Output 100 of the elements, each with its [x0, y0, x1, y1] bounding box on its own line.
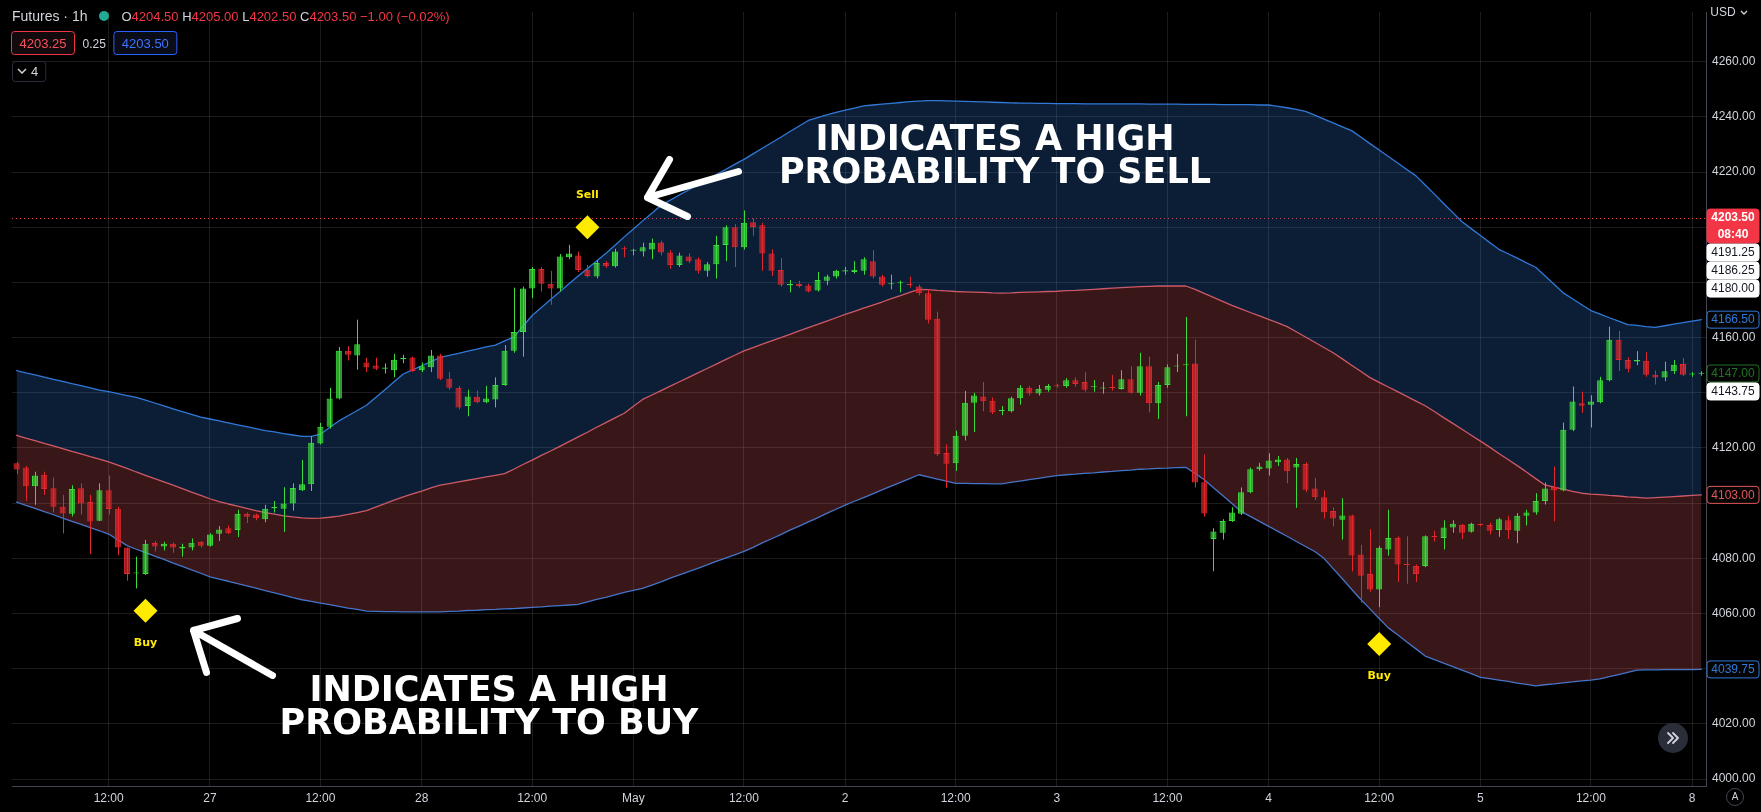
x-tick-label: 12:00 — [93, 790, 125, 805]
candlestick — [1578, 391, 1585, 414]
x-tick-label: 12:00 — [1364, 790, 1395, 805]
candlestick — [593, 259, 600, 280]
x-tick-label: 3 — [1053, 790, 1061, 805]
annotation: 4 — [31, 64, 39, 79]
candlestick — [1643, 351, 1650, 378]
candlestick — [538, 266, 545, 293]
annotation: O4204.50 H4205.00 L4202.50 C4203.50 −1.00 (−0.02%) — [121, 9, 450, 24]
candlestick — [391, 353, 398, 378]
data-label: 4166.50 — [1711, 312, 1756, 327]
y-tick-label: 4000.00 — [1712, 771, 1756, 786]
candlestick — [740, 209, 747, 251]
x-tick-label: 8 — [1688, 790, 1696, 805]
candlestick — [41, 471, 48, 496]
candlestick — [78, 482, 85, 515]
candlestick — [289, 482, 296, 512]
x-tick-label: 4 — [1265, 790, 1273, 805]
x-tick-label: 12:00 — [728, 790, 760, 805]
candlestick — [437, 353, 444, 381]
x-tick-label: May — [622, 790, 645, 805]
x-tick-label: 5 — [1477, 790, 1485, 805]
candlestick — [814, 271, 821, 293]
annotation: 4203.50 — [121, 35, 169, 51]
y-tick-label: 4020.00 — [1712, 716, 1756, 731]
annotation: INDICATES A HIGH PROBABILITY TO SELL — [778, 118, 1212, 191]
candlestick — [943, 443, 950, 489]
x-tick-label: 12:00 — [940, 790, 972, 805]
candlestick — [722, 224, 729, 262]
annotation: INDICATES A HIGH PROBABILITY TO BUY — [279, 669, 700, 742]
x-tick-label: 27 — [203, 790, 217, 805]
candlestick — [1247, 467, 1254, 494]
chart-title: Futures · 1h — [12, 8, 88, 24]
y-tick-label: 4120.00 — [1712, 440, 1756, 455]
candlestick — [50, 477, 57, 514]
candlestick — [713, 235, 720, 280]
candlestick — [455, 385, 462, 410]
candlestick — [529, 266, 536, 299]
ref-line-label: 4203.50 08:40 — [1711, 210, 1756, 242]
candlestick — [354, 319, 361, 371]
annotation: 0.25 — [82, 36, 107, 51]
candlestick — [1597, 376, 1604, 404]
candlestick — [105, 475, 112, 515]
candlestick — [1541, 481, 1548, 506]
candlestick — [1587, 394, 1594, 429]
x-tick-label: 12:00 — [517, 790, 548, 805]
candlestick — [1385, 509, 1392, 557]
candlestick — [1495, 517, 1502, 538]
x-tick-label: 12:00 — [1575, 790, 1607, 805]
y-tick-label: 4220.00 — [1712, 164, 1756, 179]
candlestick — [1302, 461, 1309, 493]
candlestick — [1661, 361, 1668, 382]
text: 4147.00 — [1711, 366, 1755, 381]
candlestick — [1265, 452, 1272, 477]
candlestick — [1293, 457, 1300, 509]
x-tick-label: 2 — [841, 790, 849, 805]
candlestick — [1320, 489, 1327, 520]
candlestick — [1219, 518, 1226, 541]
candlestick — [1440, 519, 1447, 551]
candlestick — [87, 494, 94, 555]
candlestick — [492, 376, 499, 408]
candlestick — [280, 486, 287, 533]
candlestick — [1357, 544, 1364, 603]
y-tick-label: 4260.00 — [1712, 53, 1756, 68]
text: 4186.25 — [1711, 263, 1756, 278]
candlestick — [1210, 527, 1217, 572]
candlestick — [234, 509, 241, 538]
candlestick — [1514, 512, 1521, 544]
candlestick — [298, 459, 306, 492]
candlestick — [971, 392, 978, 433]
candlestick — [575, 251, 582, 273]
y-axis-title: USD — [1710, 5, 1736, 20]
candlestick — [1127, 365, 1134, 395]
candlestick — [731, 223, 738, 268]
y-tick-label: 4240.00 — [1712, 109, 1756, 124]
y-tick-label: 4060.00 — [1712, 605, 1756, 620]
candlestick — [667, 249, 674, 270]
candlestick — [869, 249, 876, 280]
candlestick — [1118, 369, 1125, 391]
text: 4143.75 — [1711, 384, 1756, 399]
data-label: Buy — [133, 635, 158, 649]
candlestick — [510, 287, 517, 354]
candlestick — [22, 465, 29, 502]
candlestick — [648, 238, 655, 260]
x-tick-label: 28 — [415, 790, 429, 805]
point — [133, 598, 158, 623]
candlestick — [1081, 371, 1088, 393]
candlestick — [1505, 515, 1512, 540]
y-tick-label: 4080.00 — [1712, 550, 1756, 565]
candlestick — [611, 248, 619, 269]
candlestick — [1615, 330, 1622, 372]
candlestick — [1164, 363, 1171, 389]
candlestick — [1366, 528, 1373, 593]
candlestick — [464, 389, 471, 417]
candlestick — [1330, 506, 1337, 527]
x-tick-label: 12:00 — [1152, 790, 1183, 805]
candlestick — [1238, 486, 1245, 516]
candlestick — [68, 484, 75, 517]
annotation: 4203.25 — [19, 35, 67, 51]
candlestick — [768, 248, 775, 277]
